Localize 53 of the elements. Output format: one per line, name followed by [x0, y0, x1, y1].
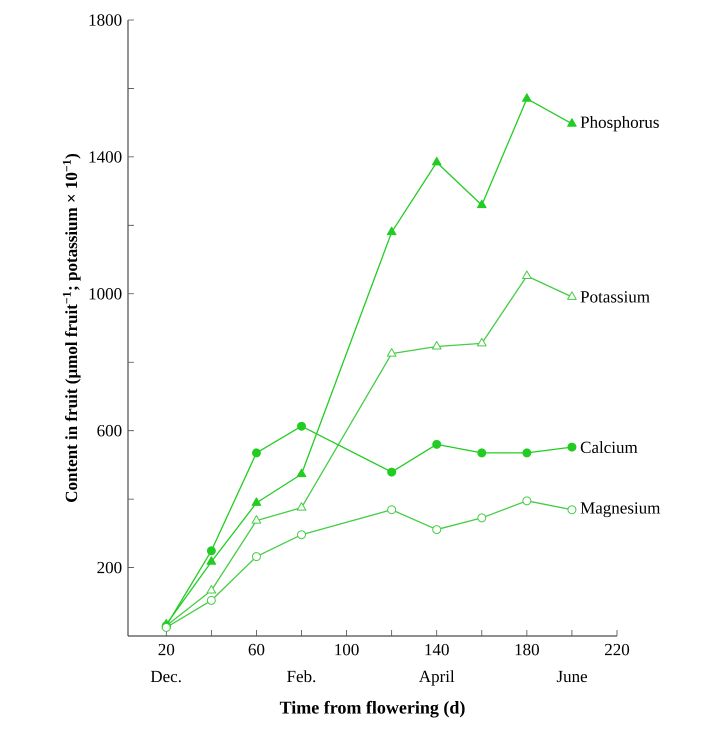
text: Dec.: [150, 670, 181, 682]
point: [386, 348, 396, 357]
x-tick-label: 220: [604, 644, 630, 656]
point: [432, 156, 442, 166]
point: [296, 468, 306, 478]
point: [522, 496, 532, 506]
x-tick-label: 20: [158, 644, 174, 656]
x-tick-label: 60: [248, 644, 264, 656]
point: [522, 270, 532, 279]
point: [567, 442, 576, 452]
point: [567, 118, 577, 127]
point: [567, 291, 577, 300]
y-tick-label: 1000: [90, 288, 122, 300]
point: [477, 448, 486, 458]
point: [252, 515, 262, 524]
point: [297, 530, 306, 540]
point: [432, 340, 442, 350]
point: [206, 546, 216, 556]
y-tick-label: 200: [97, 562, 122, 574]
series-label: Phosphorus: [580, 116, 659, 132]
point: [206, 556, 216, 565]
point: [252, 448, 261, 458]
point: [386, 226, 396, 236]
point: [387, 468, 396, 477]
y-axis-title: Content in fruit (µmol fruit$^{−1}$; potassium × 10$^{−1}$): [62, 154, 81, 502]
y-tick-label: 600: [97, 424, 122, 436]
point: [476, 200, 487, 208]
y-tick-label: 1400: [90, 151, 122, 163]
point: [522, 448, 532, 458]
point: [252, 552, 261, 562]
point: [387, 505, 396, 514]
x-tick-label: 140: [425, 644, 449, 656]
point: [252, 497, 262, 506]
series-label: Calcium: [580, 441, 638, 454]
point: [297, 422, 306, 431]
point: [477, 513, 486, 522]
text: June: [556, 670, 588, 682]
point: [476, 338, 487, 346]
point: [206, 596, 216, 605]
x-axis-title: Time from flowering (d): [280, 700, 465, 718]
x-tick-label: 100: [335, 644, 359, 656]
point: [522, 93, 532, 102]
y-tick-label: 1800: [90, 14, 122, 26]
point: [296, 502, 306, 511]
point: [567, 505, 576, 514]
point: [206, 584, 216, 594]
point: [432, 525, 442, 534]
series-label: Potassium: [580, 291, 650, 303]
text: April: [418, 670, 454, 686]
point: [432, 440, 442, 449]
text: Feb.: [287, 670, 316, 682]
x-tick-label: 180: [516, 644, 539, 656]
series-label: Magnesium: [580, 502, 660, 518]
